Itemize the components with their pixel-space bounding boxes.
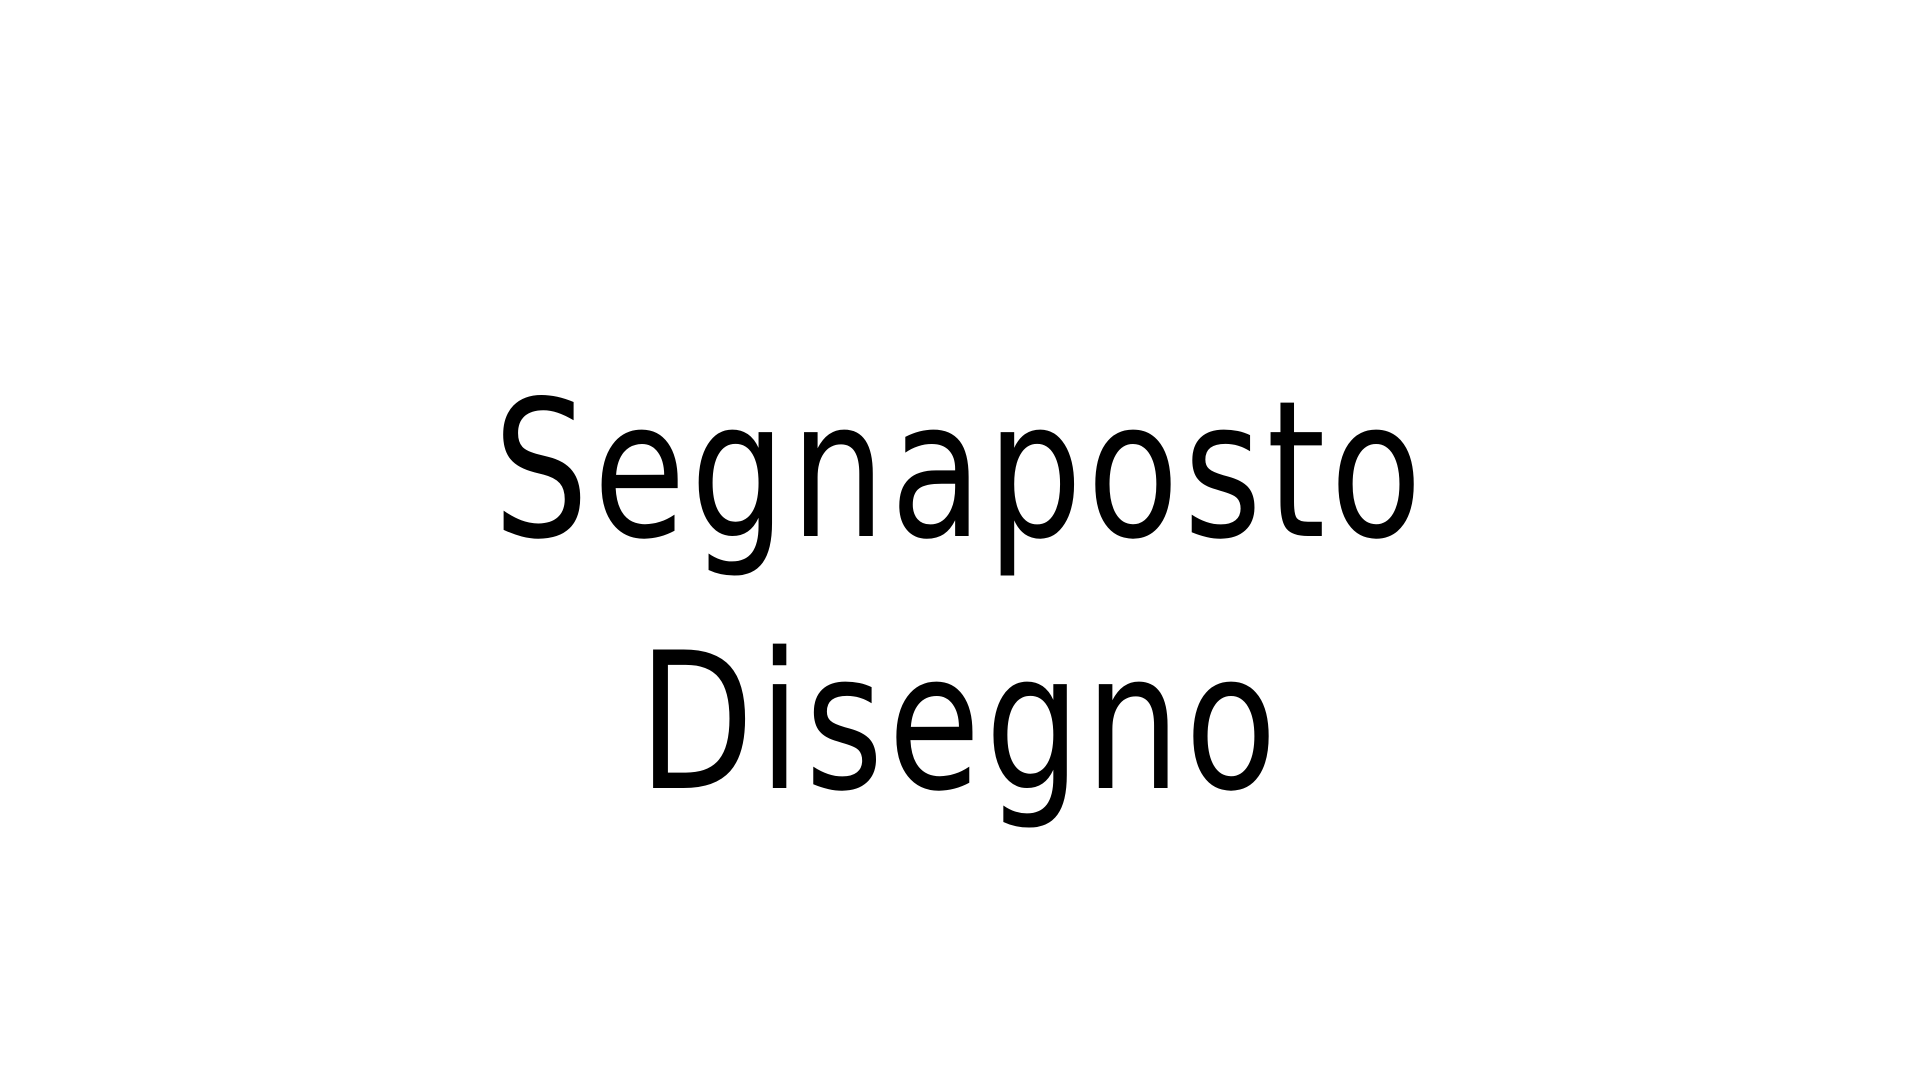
- placeholder-text-line-1: Segnaposto: [493, 360, 1427, 581]
- placeholder-text-line-2: Disegno: [638, 612, 1282, 833]
